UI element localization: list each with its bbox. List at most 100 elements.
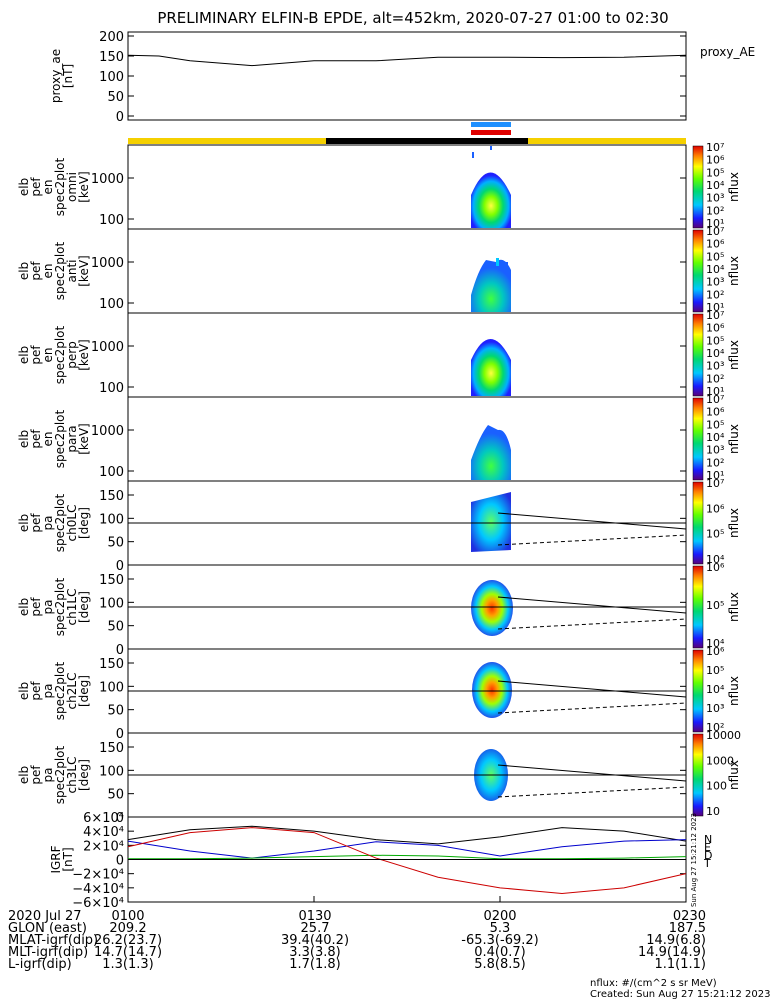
ytick-label-proxy_ae: 50 [107, 90, 124, 105]
colorbar-label-ch2LC: nflux [727, 676, 741, 706]
colorbar-label-ch3LC: nflux [727, 760, 741, 790]
ytick-label-ch3LC: 0 [116, 811, 124, 826]
colorbar-tick-ch2LC: 10⁶ [706, 645, 725, 658]
footer-row-value: 0200 [483, 909, 517, 924]
panel-frame-para [127, 396, 687, 482]
ytick-label-omni: 1000 [91, 172, 124, 187]
ylabel-proxy_ae-line: proxy_ae [49, 49, 63, 103]
ylabel-ch2LC-line: ch2LC [65, 673, 79, 710]
colorbar-label-perp: nflux [727, 340, 741, 370]
ylabel-omni-line: spec2plot [53, 157, 67, 216]
colorbar-tick-anti: 10¹ [706, 301, 724, 314]
ytick-label-para: 1000 [91, 424, 124, 439]
ytick-label-anti: 100 [99, 297, 124, 312]
footer-row-label: GLON (east) [8, 921, 87, 936]
footer-row-value: 39.4(40.2) [280, 933, 350, 948]
ylabel-omni-line: pef [29, 177, 43, 197]
ylabel-perp-line: elb [17, 346, 31, 364]
ytick-label-para: 100 [99, 465, 124, 480]
igrf-legend-N: N [704, 833, 712, 846]
ylabel-para-line: spec2plot [53, 409, 67, 468]
ytick-label-ch2LC: 100 [99, 680, 124, 695]
colorbar-tick-ch1LC: 10⁵ [706, 599, 724, 612]
ylabel-ch2LC-line: [deg] [77, 675, 91, 707]
day-bar-right [528, 138, 686, 144]
colorbar-tick-ch2LC: 10² [706, 721, 724, 734]
colorbar-label-ch0LC: nflux [727, 508, 741, 538]
colorbar-tick-perp: 10¹ [706, 385, 724, 398]
ylabel-ch1LC-line: [deg] [77, 591, 91, 623]
ylabel-ch3LC-line: pa [41, 768, 55, 783]
colorbar-tick-para: 10⁶ [706, 406, 725, 419]
ytick-label-ch2LC: 150 [99, 657, 124, 672]
footer-row-value: 5.8(8.5) [474, 957, 526, 972]
ytick-label-ch0LC: 50 [107, 536, 124, 551]
colorbar-tick-para: 10¹ [706, 469, 724, 482]
footer-row-value: 0100 [111, 909, 145, 924]
ylabel-ch2LC-line: pef [29, 681, 43, 701]
ytick-label-igrf: 6×10⁴ [83, 811, 124, 826]
ylabel-ch0LC-line: [deg] [77, 507, 91, 539]
colorbar-label-ch1LC: nflux [727, 592, 741, 622]
ytick-label-igrf: −4×10⁴ [72, 882, 124, 897]
footer-row-value: 25.7 [300, 921, 330, 936]
panel-frame-anti [127, 228, 687, 314]
igrf-series-D [128, 854, 687, 860]
igrf-legend-E: E [704, 841, 711, 854]
day-night-bar [128, 138, 686, 144]
ylabel-ch0LC-line: pa [41, 516, 55, 531]
ylabel-omni-line: [keV] [77, 171, 91, 202]
footer-row-value: 14.7(14.7) [93, 945, 163, 960]
ylabel-anti-line: spec2plot [53, 241, 67, 300]
ylabel-ch1LC-line: ch1LC [65, 589, 79, 626]
ylabel-omni-line: omni [65, 172, 79, 202]
igrf-series-N [127, 825, 687, 845]
antiloss-cone-ch0LC [497, 512, 687, 530]
panel-frame-proxy_ae [127, 31, 687, 121]
colorbar-tick-para: 10⁷ [706, 393, 724, 406]
colorbar-ch2LC [692, 649, 704, 733]
footer-row-label: MLAT-igrf(dip) [8, 933, 99, 948]
colorbar-tick-omni: 10³ [706, 192, 724, 205]
ytick-label-igrf: 4×10⁴ [83, 825, 124, 840]
colorbar-tick-omni: 10⁶ [706, 154, 725, 167]
igrf-legend-D: D [704, 849, 712, 862]
colorbar-tick-ch2LC: 10³ [706, 702, 724, 715]
ytick-label-ch3LC: 50 [107, 788, 124, 803]
colorbar-omni [692, 145, 704, 229]
colorbar-ch1LC [692, 565, 704, 649]
ytick-label-ch3LC: 150 [99, 741, 124, 756]
footer-row-label: 2020 Jul 27 [8, 909, 82, 924]
footer-row-value: 0130 [298, 909, 332, 924]
igrf-legend-T: T [703, 857, 711, 870]
ytick-label-ch0LC: 0 [116, 559, 124, 574]
ylabel-anti-line: en [41, 264, 55, 279]
perp-spectrogram-image [471, 339, 511, 396]
legend-proxy-ae: proxy_AE [700, 45, 755, 59]
ylabel-ch1LC-line: elb [17, 598, 31, 616]
colorbar-tick-perp: 10⁴ [706, 347, 725, 360]
ylabel-ch0LC-line: elb [17, 514, 31, 532]
colorbar-tick-para: 10³ [706, 444, 724, 457]
ytick-label-ch2LC: 0 [116, 727, 124, 742]
colorbar-ch0LC [692, 481, 704, 565]
colorbar-tick-anti: 10⁷ [706, 225, 724, 238]
ytick-label-igrf: 2×10⁴ [83, 839, 124, 854]
colorbar-para [692, 397, 704, 481]
ylabel-anti-line: pef [29, 261, 43, 281]
ylabel-anti-line: [keV] [77, 255, 91, 286]
colorbar-tick-ch0LC: 10⁴ [706, 553, 725, 566]
colorbar-label-anti: nflux [727, 256, 741, 286]
colorbar-label-omni: nflux [727, 172, 741, 202]
colorbar-tick-ch3LC: 10 [706, 805, 720, 818]
ytick-label-ch1LC: 150 [99, 573, 124, 588]
ytick-label-ch0LC: 100 [99, 512, 124, 527]
antiloss-cone-ch2LC [497, 680, 687, 698]
footer-row-value: 1.7(1.8) [289, 957, 341, 972]
ytick-label-ch3LC: 100 [99, 764, 124, 779]
footer-row-value: 0230 [672, 909, 706, 924]
ytick-label-igrf: 0 [116, 854, 124, 869]
colorbar-tick-omni: 10⁵ [706, 166, 724, 179]
ylabel-ch3LC-line: ch3LC [65, 757, 79, 794]
para-spectrogram-image [471, 425, 511, 480]
